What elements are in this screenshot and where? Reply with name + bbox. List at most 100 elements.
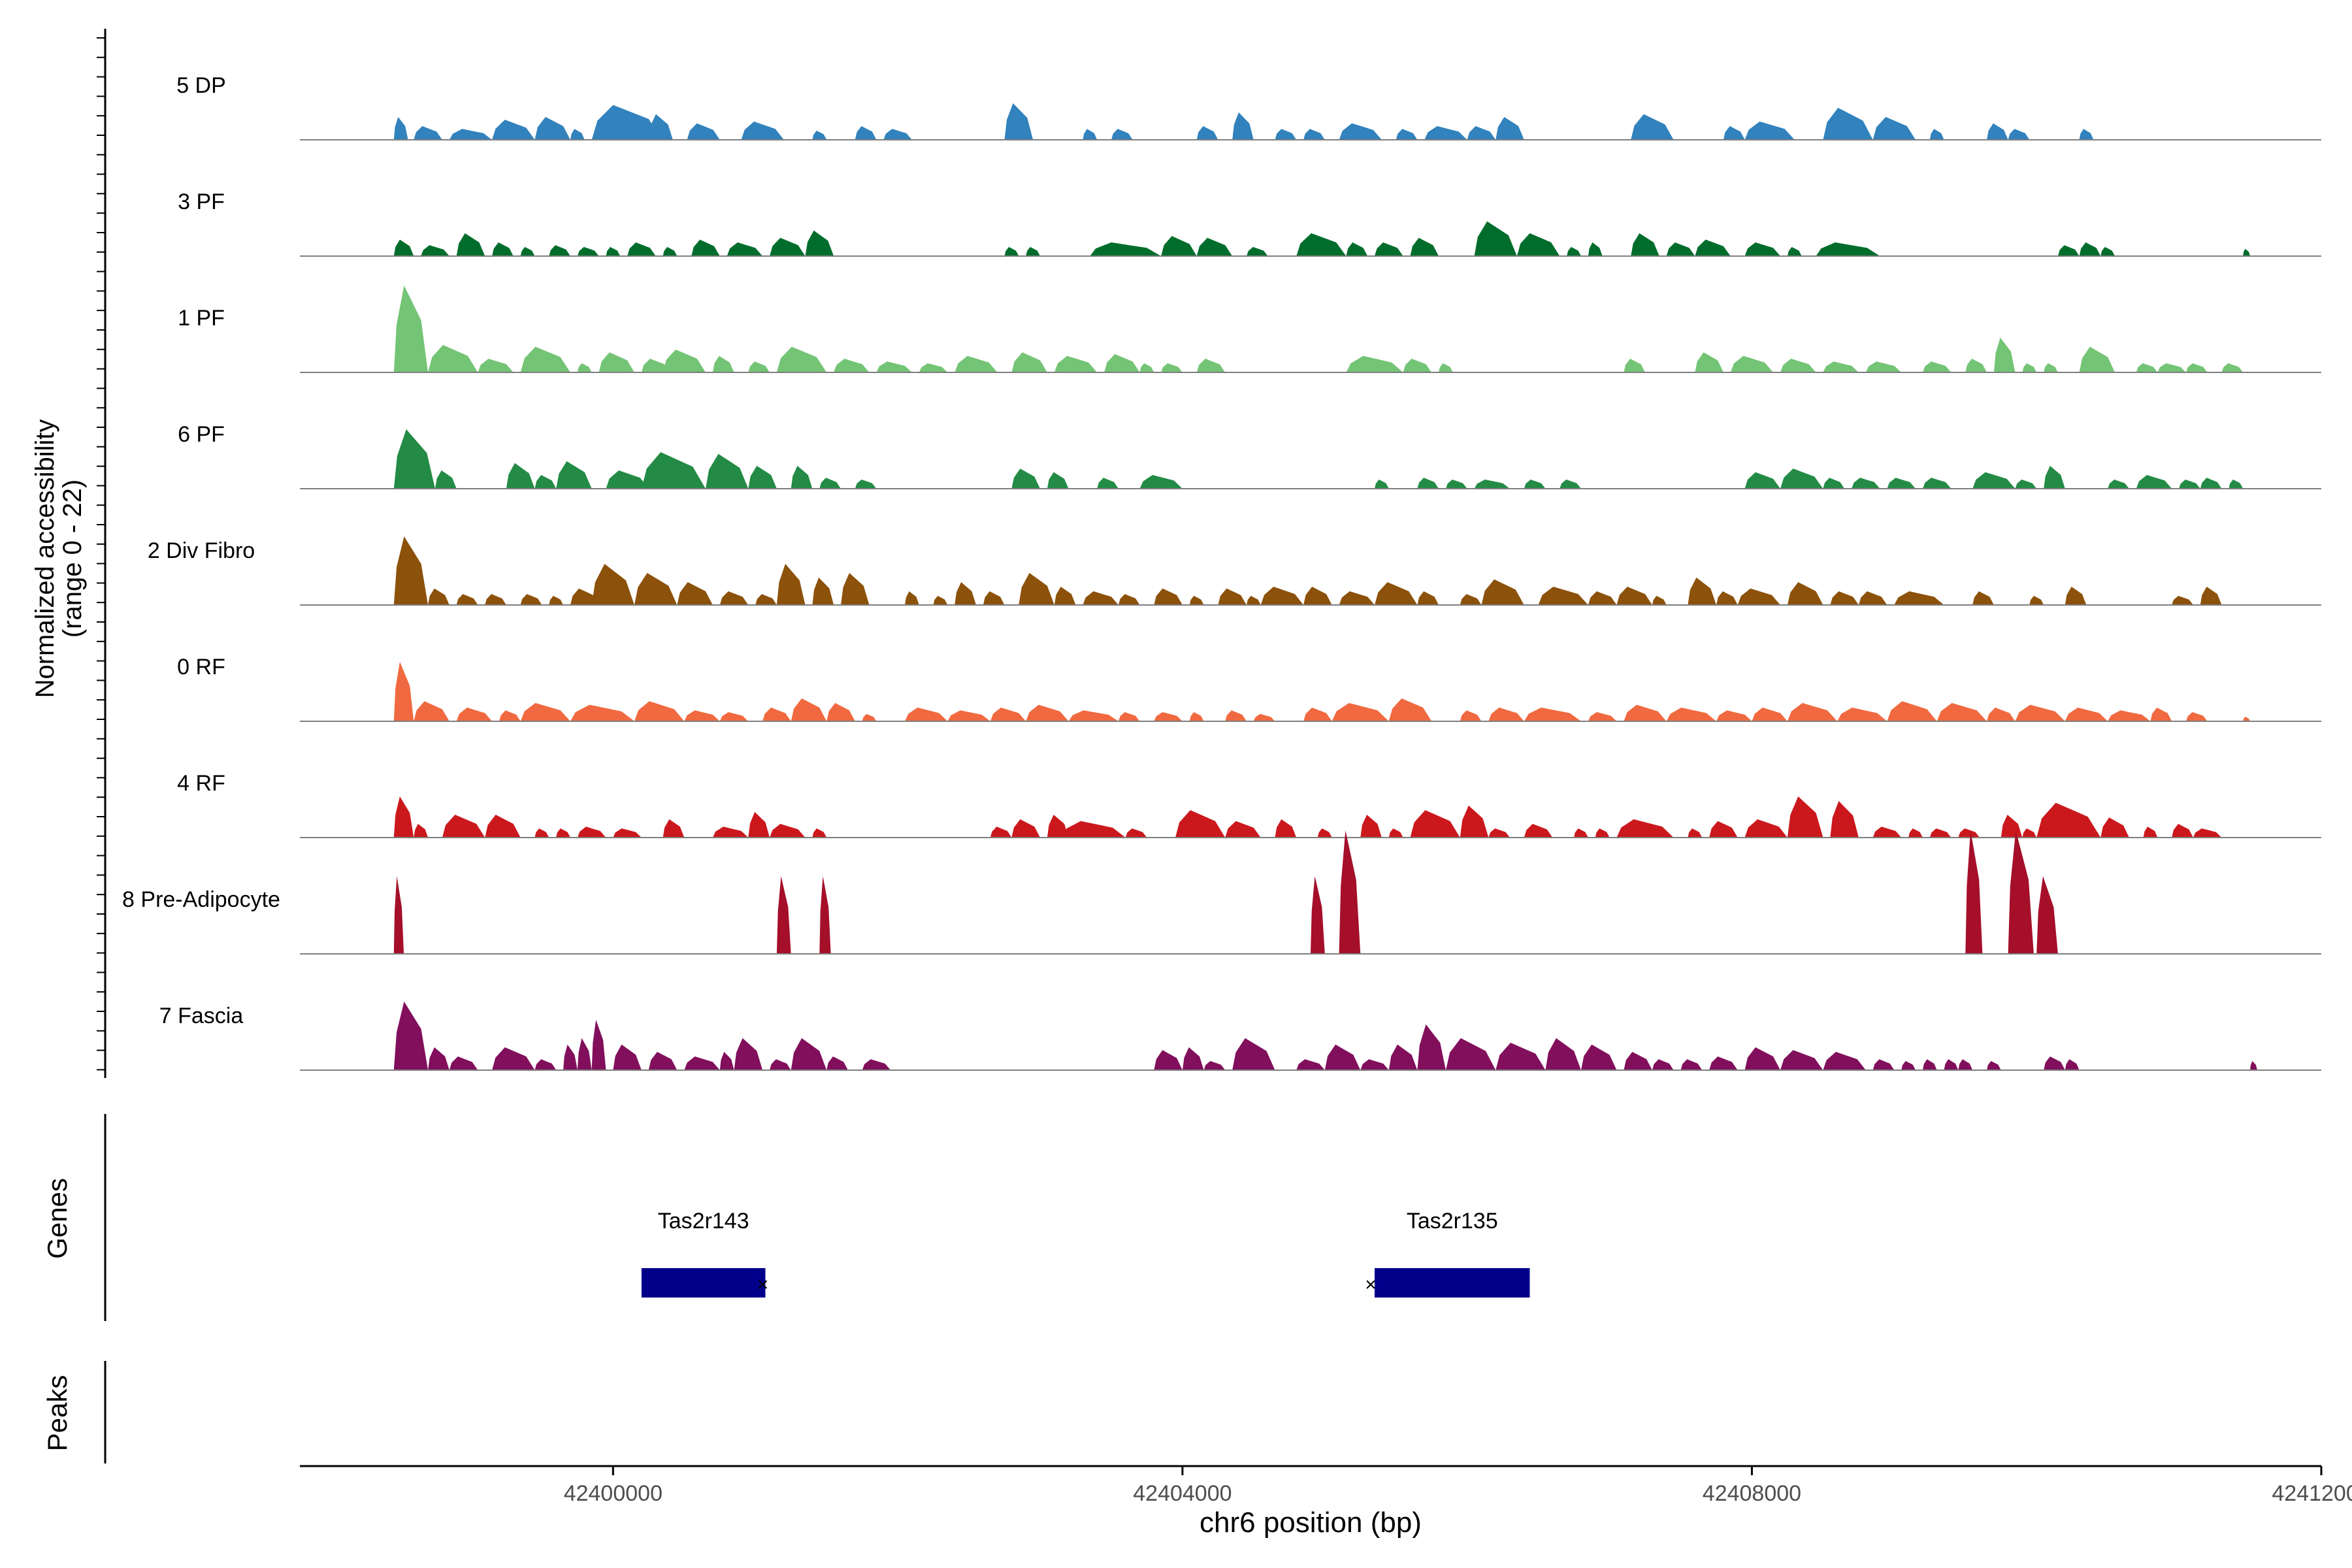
coverage-peak xyxy=(1090,242,1162,256)
coverage-peak xyxy=(393,429,435,489)
coverage-peak xyxy=(776,346,827,372)
coverage-peak xyxy=(1858,591,1887,605)
gene-label: Tas2r143 xyxy=(658,1209,749,1233)
coverage-peak xyxy=(2036,876,2058,954)
coverage-peak xyxy=(1196,238,1233,256)
coverage-peak xyxy=(2057,245,2080,256)
coverage-peak xyxy=(1161,236,1197,256)
coverage-peak xyxy=(1716,591,1738,605)
coverage-peak xyxy=(2172,596,2193,605)
coverage-peak xyxy=(1388,828,1403,838)
coverage-peak xyxy=(1987,1061,2001,1070)
coverage-peak xyxy=(1709,821,1738,838)
coverage-peak xyxy=(687,123,720,140)
coverage-peak xyxy=(1417,478,1439,489)
coverage-peak xyxy=(641,359,670,372)
genes-panel-title: Genes xyxy=(42,1178,73,1259)
coverage-peak xyxy=(1545,1038,1581,1070)
coverage-peak xyxy=(1852,478,1880,489)
coverage-peak xyxy=(1225,821,1261,838)
coverage-peak xyxy=(819,478,841,489)
coverage-peak xyxy=(393,876,404,954)
track-label: 5 DP xyxy=(176,73,226,98)
coverage-peak xyxy=(1026,247,1040,256)
coverage-peak xyxy=(1460,806,1489,838)
coverage-peak xyxy=(591,1020,606,1070)
coverage-peak xyxy=(1744,472,1780,489)
coverage-peak xyxy=(1723,126,1745,140)
coverage-peak xyxy=(1104,354,1140,372)
coverage-peak xyxy=(1524,480,1546,489)
coverage-peak xyxy=(734,1038,763,1070)
coverage-peak xyxy=(492,1047,535,1070)
coverage-peak xyxy=(2108,480,2129,489)
coverage-peak xyxy=(933,596,948,605)
track-4-rf: 4 RF xyxy=(177,771,2321,838)
coverage-peak xyxy=(1780,468,1823,489)
coverage-peak xyxy=(485,594,506,605)
coverage-peak xyxy=(1780,1050,1823,1070)
coverage-peak xyxy=(1175,810,1226,838)
coverage-peak xyxy=(1595,828,1610,838)
coverage-peak xyxy=(1872,1059,1895,1070)
coverage-peak xyxy=(1139,363,1154,372)
coverage-peak xyxy=(1161,363,1183,372)
coverage-peak xyxy=(563,1044,578,1070)
coverage-peak xyxy=(1588,242,1603,256)
coverage-peak xyxy=(791,1038,827,1070)
coverage-peak xyxy=(634,701,685,721)
coverage-peak xyxy=(1908,828,1923,838)
coverage-peak xyxy=(1958,1059,1973,1070)
coverage-peak xyxy=(1083,129,1098,140)
coverage-peak xyxy=(1816,242,1880,256)
coverage-peak xyxy=(1446,1038,1496,1070)
coverage-peak xyxy=(1680,1059,1703,1070)
coverage-peak xyxy=(2015,704,2065,721)
coverage-peak xyxy=(805,230,834,256)
coverage-peak xyxy=(2044,363,2058,372)
coverage-peak xyxy=(520,247,535,256)
coverage-peak xyxy=(1139,475,1183,489)
coverage-peak xyxy=(1446,480,1467,489)
coverage-peak xyxy=(748,466,777,489)
coverage-peak xyxy=(414,701,449,721)
gene-label: Tas2r135 xyxy=(1407,1209,1498,1233)
coverage-peak xyxy=(1011,819,1040,838)
coverage-peak xyxy=(1965,359,1987,372)
coverage-peak xyxy=(834,359,870,372)
coverage-peak xyxy=(919,363,948,372)
coverage-peak xyxy=(1375,480,1389,489)
coverage-peak xyxy=(613,1044,642,1070)
coverage-peak xyxy=(1118,594,1140,605)
coverage-peak xyxy=(1296,1059,1325,1070)
coverage-peak xyxy=(1182,1047,1204,1070)
coverage-peak xyxy=(1823,1052,1866,1070)
coverage-peak xyxy=(549,245,570,256)
coverage-peak xyxy=(1125,828,1147,838)
coverage-peak xyxy=(577,1038,592,1070)
coverage-peak xyxy=(449,129,493,140)
coverage-peak xyxy=(1047,472,1069,489)
coverage-peak xyxy=(1830,801,1859,838)
track-2-div-fibro: 2 Div Fibro xyxy=(148,536,2321,606)
coverage-peak xyxy=(442,815,485,838)
x-axis-title: chr6 position (bp) xyxy=(1200,1507,1422,1539)
track-label: 3 PF xyxy=(178,189,225,214)
coverage-peak xyxy=(691,239,720,256)
coverage-peak xyxy=(1346,355,1403,372)
coverage-peak xyxy=(534,475,557,489)
coverage-peak xyxy=(1524,708,1581,721)
coverage-peak xyxy=(841,573,870,605)
coverage-peak xyxy=(2065,1059,2080,1070)
coverage-peak xyxy=(812,131,827,140)
coverage-peak xyxy=(1652,1059,1674,1070)
coverage-peak xyxy=(1972,472,2016,489)
coverage-peak xyxy=(1196,126,1218,140)
coverage-peak xyxy=(456,233,485,256)
coverage-peak xyxy=(1275,819,1297,838)
coverage-peak xyxy=(2193,828,2222,838)
coverage-peak xyxy=(1616,819,1674,838)
track-7-fascia: 7 Fascia xyxy=(159,1002,2321,1071)
coverage-peak xyxy=(606,470,649,489)
coverage-peak xyxy=(1787,247,1802,256)
